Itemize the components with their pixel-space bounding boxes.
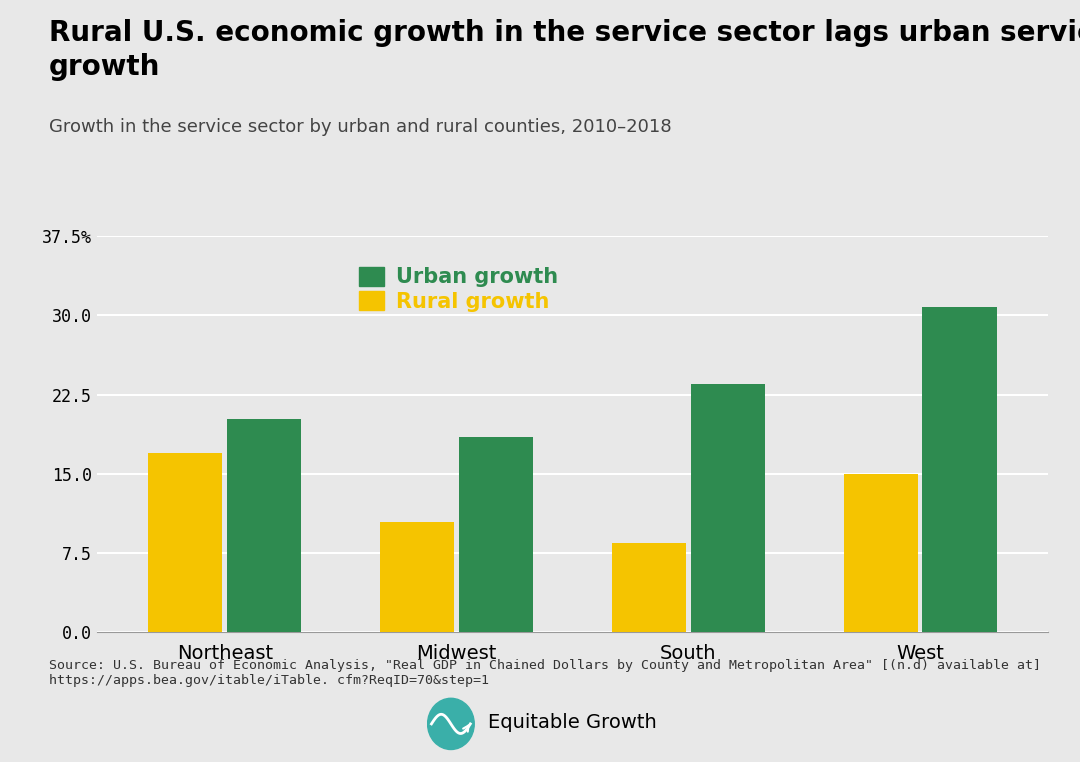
Text: Growth in the service sector by urban and rural counties, 2010–2018: Growth in the service sector by urban an… [49,118,672,136]
Bar [922,307,997,632]
Text: Equitable Growth: Equitable Growth [488,713,657,732]
Bar [843,474,918,632]
Bar [611,543,686,632]
Bar [380,521,455,632]
Text: Rural U.S. economic growth in the service sector lags urban service
growth: Rural U.S. economic growth in the servic… [49,19,1080,81]
Bar [148,453,222,632]
Circle shape [428,698,474,750]
Bar [690,384,765,632]
Bar [459,437,534,632]
Text: Source: U.S. Bureau of Economic Analysis, "Real GDP in Chained Dollars by County: Source: U.S. Bureau of Economic Analysis… [49,659,1041,687]
Bar [227,419,301,632]
Legend: Urban growth, Rural growth: Urban growth, Rural growth [350,258,567,320]
